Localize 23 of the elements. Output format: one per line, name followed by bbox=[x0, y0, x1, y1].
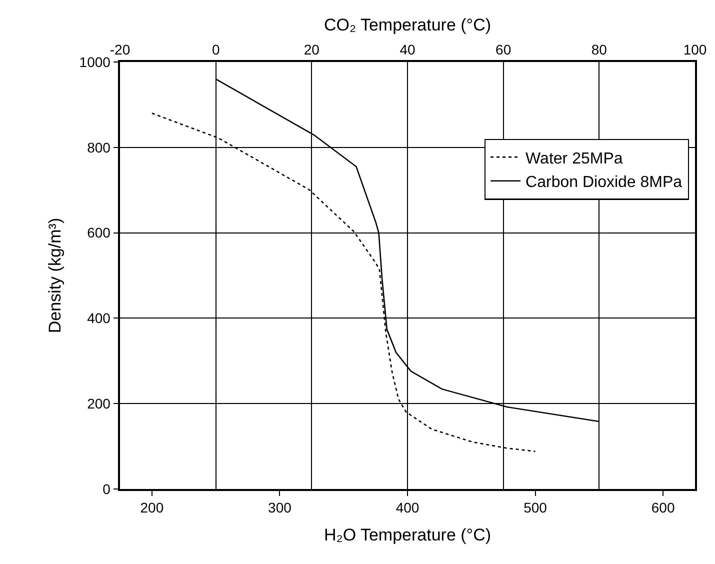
x-tick-label: 500 bbox=[524, 500, 548, 516]
y-tick-label: 0 bbox=[102, 480, 111, 497]
legend-label: Carbon Dioxide 8MPa bbox=[526, 174, 682, 192]
y-tick-label: 800 bbox=[87, 139, 111, 156]
x-tick-label: 600 bbox=[651, 500, 675, 516]
x-tick-label: 400 bbox=[396, 500, 420, 516]
x2-tick-label: -20 bbox=[110, 42, 130, 58]
x2-tick-label: 100 bbox=[683, 42, 707, 58]
x2-axis-title: CO₂ Temperature (°C) bbox=[324, 16, 492, 35]
x2-tick-label: 40 bbox=[400, 42, 416, 58]
x-tick-label: 300 bbox=[268, 500, 292, 516]
y-tick-label: 1000 bbox=[79, 54, 111, 70]
y-tick-label: 400 bbox=[87, 310, 111, 326]
y-tick-label: 600 bbox=[87, 224, 111, 241]
x-axis-title: H₂O Temperature (°C) bbox=[324, 525, 492, 544]
x-tick-label: 200 bbox=[140, 500, 164, 516]
x2-tick-label: 80 bbox=[591, 42, 608, 58]
x2-tick-label: 20 bbox=[304, 42, 320, 58]
y-axis-title: Density (kg/m³) bbox=[45, 218, 64, 334]
x2-tick-label: 60 bbox=[496, 42, 512, 58]
legend-label: Water 25MPa bbox=[526, 150, 623, 168]
y-tick-label: 200 bbox=[87, 396, 111, 412]
x2-tick-label: 0 bbox=[212, 42, 220, 58]
